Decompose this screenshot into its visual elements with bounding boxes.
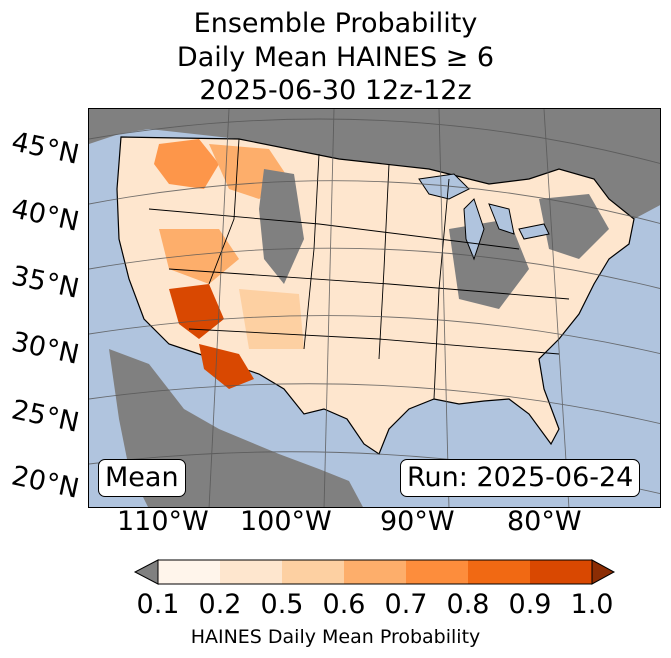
- lat-label-35: 35°N: [8, 260, 82, 305]
- colorbar: [133, 559, 616, 585]
- lat-label-30: 30°N: [8, 326, 82, 371]
- prob-patch-newmexico: [239, 289, 304, 349]
- lon-label-90: 90°W: [380, 506, 455, 537]
- graticule: [89, 109, 660, 507]
- map-panel: [88, 108, 661, 508]
- prob-patch-arizona: [169, 284, 224, 339]
- lat-label-45: 45°N: [8, 126, 82, 171]
- colorbar-segment-4: [406, 560, 468, 584]
- lon-label-110: 110°W: [117, 506, 209, 537]
- lat-label-20: 20°N: [8, 460, 82, 505]
- colorbar-over-triangle: [591, 559, 616, 585]
- lon-label-80: 80°W: [507, 506, 582, 537]
- colorbar-tick-4: 0.7: [384, 589, 428, 620]
- colorbar-segment-5: [468, 560, 530, 584]
- colorbar-segments: [158, 560, 592, 584]
- title-line-3: 2025-06-30 12z-12z: [199, 75, 472, 106]
- colorbar-tick-2: 0.5: [260, 589, 304, 620]
- nodata-east: [539, 194, 609, 259]
- nodata-rockies: [259, 169, 304, 284]
- prob-patch-sonora: [199, 344, 254, 389]
- lat-label-25: 25°N: [8, 394, 82, 439]
- colorbar-segment-1: [220, 560, 282, 584]
- colorbar-tick-3: 0.6: [322, 589, 366, 620]
- colorbar-segment-0: [158, 560, 220, 584]
- colorbar-tick-5: 0.8: [446, 589, 490, 620]
- colorbar-tick-1: 0.2: [198, 589, 242, 620]
- run-date-label: Run: 2025-06-24: [400, 459, 641, 497]
- colorbar-outline: [157, 559, 593, 585]
- lon-label-100: 100°W: [240, 506, 332, 537]
- title-line-1: Ensemble Probability: [193, 8, 478, 39]
- prob-patch-nevada: [159, 229, 239, 284]
- colorbar-segment-6: [530, 560, 592, 584]
- title-line-2: Daily Mean HAINES ≥ 6: [176, 42, 495, 73]
- colorbar-segment-3: [344, 560, 406, 584]
- colorbar-tick-7: 1.0: [570, 589, 614, 620]
- colorbar-tick-0: 0.1: [136, 589, 180, 620]
- colorbar-under-triangle: [133, 559, 159, 585]
- stat-mean-label: Mean: [98, 459, 186, 497]
- prob-patch-nw: [154, 139, 219, 189]
- map-svg: [89, 109, 660, 507]
- colorbar-tick-6: 0.9: [508, 589, 552, 620]
- colorbar-segment-2: [282, 560, 344, 584]
- canada-land: [89, 109, 660, 219]
- colorbar-label: HAINES Daily Mean Probability: [190, 626, 481, 648]
- lat-label-40: 40°N: [8, 193, 82, 238]
